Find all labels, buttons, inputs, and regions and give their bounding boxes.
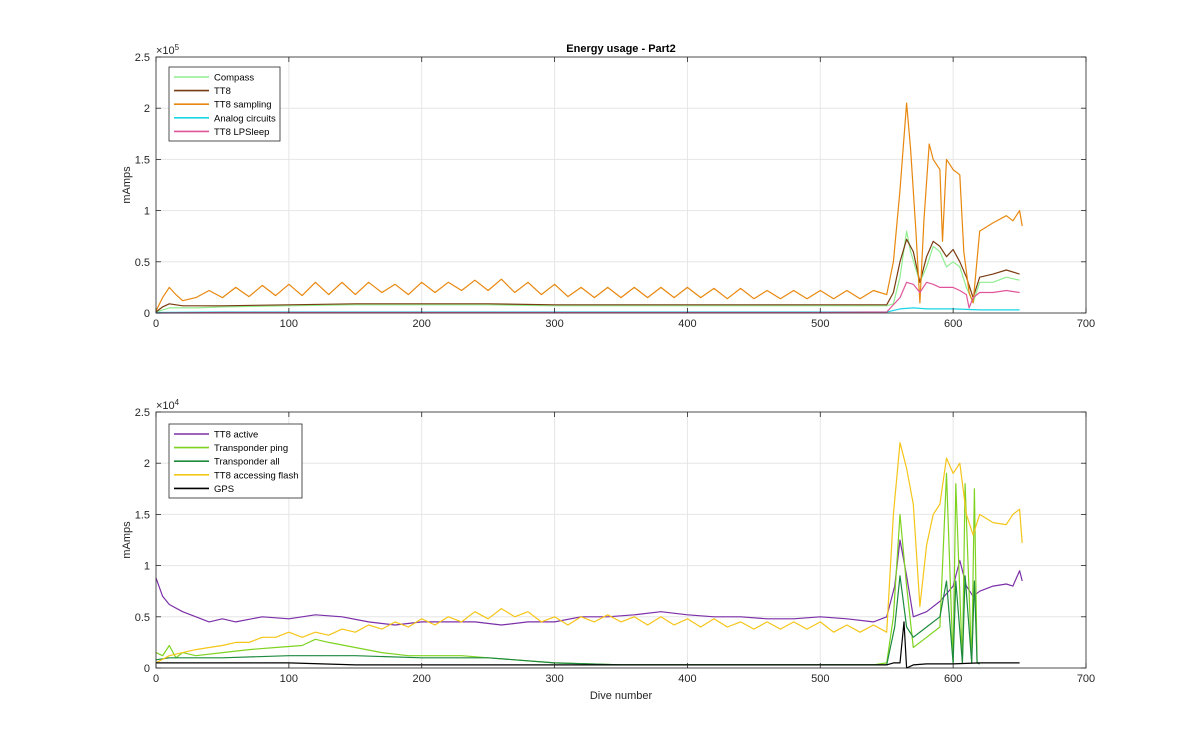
legend-entry-label: TT8 — [214, 86, 231, 97]
y-axis-label: mAmps — [121, 521, 133, 559]
y-axis-label: mAmps — [121, 166, 133, 204]
y-tick-label: 2.5 — [135, 407, 150, 419]
plot-area — [156, 412, 1086, 668]
x-tick-label: 200 — [413, 673, 431, 685]
x-tick-label: 600 — [944, 318, 962, 330]
y-exponent-label: ×104 — [156, 398, 180, 413]
y-tick-label: 2 — [144, 103, 150, 115]
bottom-axes: 0 100 200 300 400 500 600 700 0 0.5 1 1.5 2 2.5 ×104 mA… — [121, 398, 1095, 703]
x-tick-label: 400 — [678, 318, 696, 330]
legend-entry-label: Transponder all — [214, 457, 280, 468]
top-axes: 0 100 200 300 400 500 600 700 0 0.5 1 1.5 2 2.5 ×105 En… — [121, 43, 1095, 331]
y-tick-label: 1 — [144, 206, 150, 218]
series-line-compass — [155, 230, 1020, 313]
x-tick-label: 500 — [811, 673, 829, 685]
x-tick-label: 0 — [153, 318, 159, 330]
series-line-tt8 — [155, 238, 1020, 313]
x-tick-label: 400 — [678, 673, 696, 685]
series-line-tt8-sampling — [155, 102, 1023, 312]
series-line-tt8-accessing-flash — [155, 442, 1023, 664]
legend-entry-label: Analog circuits — [214, 113, 276, 124]
legend-entry-label: TT8 active — [214, 430, 258, 441]
x-tick-label: 300 — [545, 673, 563, 685]
y-tick-label: 0.5 — [135, 612, 150, 624]
y-tick-label: 2 — [144, 458, 150, 470]
y-tick-label: 0.5 — [135, 257, 150, 269]
y-tick-label: 2.5 — [135, 52, 150, 64]
plot-area — [156, 57, 1086, 313]
chart-title: Energy usage - Part2 — [566, 43, 675, 55]
y-tick-label: 1.5 — [135, 154, 150, 166]
legend-entry-label: TT8 accessing flash — [214, 470, 298, 481]
legend-entry-label: Transponder ping — [214, 443, 288, 454]
x-tick-label: 0 — [153, 673, 159, 685]
legend-entry-label: TT8 LPSleep — [214, 127, 269, 138]
series-line-transponder-all — [155, 575, 980, 666]
legend-entry-label: GPS — [214, 484, 234, 495]
y-exponent-power: 4 — [175, 398, 180, 407]
series-line-gps — [156, 621, 1020, 669]
x-tick-label: 700 — [1077, 673, 1095, 685]
y-tick-label: 1.5 — [135, 509, 150, 521]
x-tick-label: 500 — [811, 318, 829, 330]
x-axis-label: Dive number — [590, 690, 653, 702]
y-exponent-label: ×105 — [156, 43, 180, 58]
y-tick-label: 0 — [144, 308, 150, 320]
axes-box — [155, 411, 1087, 669]
y-exponent-power: 5 — [175, 43, 180, 52]
axes-box — [155, 56, 1087, 314]
legend-entry-label: TT8 sampling — [214, 100, 272, 111]
x-tick-label: 100 — [280, 673, 298, 685]
y-tick-label: 0 — [144, 663, 150, 675]
series-line-tt8-active — [155, 539, 1023, 626]
x-tick-label: 600 — [944, 673, 962, 685]
legend-entry-label: Compass — [214, 73, 254, 84]
y-tick-label: 1 — [144, 561, 150, 573]
x-tick-label: 100 — [280, 318, 298, 330]
x-tick-label: 700 — [1077, 318, 1095, 330]
x-tick-label: 300 — [545, 318, 563, 330]
x-tick-label: 200 — [413, 318, 431, 330]
